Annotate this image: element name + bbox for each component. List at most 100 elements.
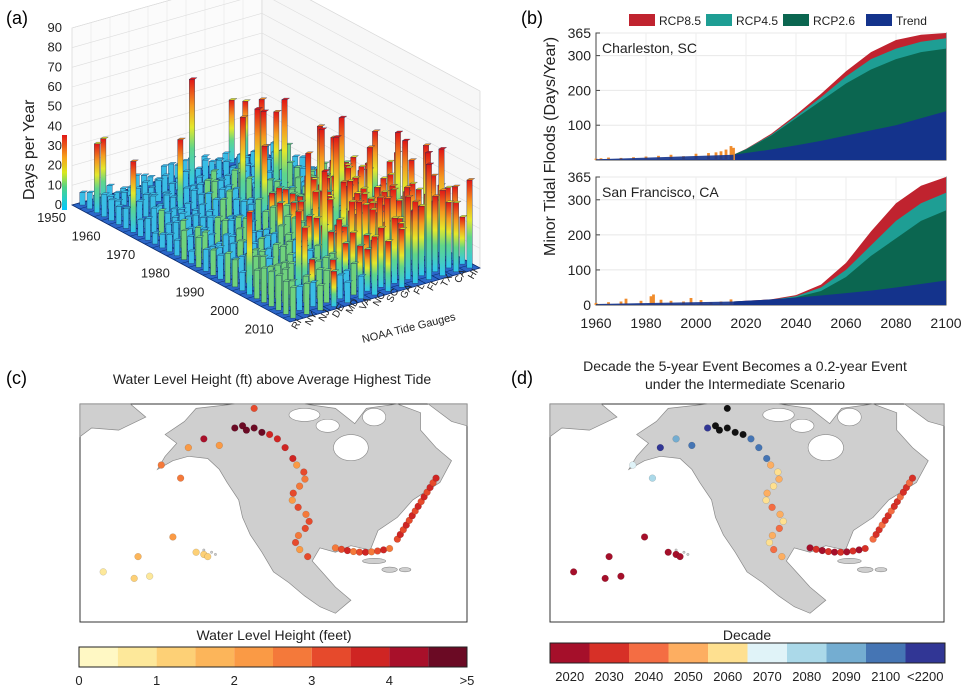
- colorbar-segment: [708, 643, 748, 663]
- panel-a-bar: [432, 196, 439, 272]
- panel-a-bar: [115, 206, 122, 225]
- panel-a-bar-top: [192, 213, 202, 216]
- panel-a-bar-top: [350, 155, 359, 158]
- panel-a-bar: [378, 227, 384, 288]
- panel-b-observed-bar: [607, 302, 610, 305]
- panel-a-bar-top: [100, 136, 109, 139]
- panel-a-bar-top: [293, 165, 303, 168]
- map-station-marker: [204, 552, 212, 561]
- colorbar-tick: 2050: [674, 669, 703, 684]
- panel-b-y-tick: 300: [568, 192, 592, 208]
- map-station-marker: [775, 475, 783, 483]
- panel-a-bar: [261, 267, 267, 303]
- panel-a-bar-top: [295, 209, 305, 212]
- panel-c-title: Water Level Height (ft) above Average Hi…: [113, 371, 431, 387]
- panel-a-bar: [152, 232, 158, 245]
- map-station-marker: [731, 428, 739, 436]
- panel-b-ylabel: Minor Tidal Floods (Days/Year): [542, 37, 559, 256]
- panel-a-bar-top: [422, 143, 432, 146]
- panel-a-bar: [79, 192, 86, 206]
- map-station-marker: [157, 461, 165, 469]
- panel-b-historical-trend: [596, 301, 734, 305]
- panel-a-bar-top: [409, 182, 419, 184]
- map-station-marker: [570, 568, 578, 576]
- panel-a-xlabel: NOAA Tide Gauges: [361, 311, 458, 346]
- panel-a-bar-top: [389, 184, 399, 187]
- map-station-marker: [767, 461, 775, 469]
- panel-a-bar-top: [322, 255, 332, 258]
- panel-a-bar-top: [425, 162, 435, 165]
- map-station-marker: [775, 524, 783, 533]
- panel-a-bar-top: [344, 166, 354, 168]
- map-station-marker: [688, 441, 696, 450]
- panel-a-bar-top: [346, 179, 356, 182]
- panel-a-bar-top: [215, 158, 225, 161]
- panel-d-map-frame: [549, 403, 945, 623]
- panel-a-bar-top: [212, 197, 222, 200]
- panel-a-bar: [130, 161, 137, 233]
- panel-a-bar-top: [242, 99, 251, 102]
- panel-a-bar-top: [188, 77, 198, 80]
- panel-a-gridline: [261, 13, 481, 131]
- panel-a-bar-top: [258, 249, 268, 252]
- panel-b-x-tick: 2080: [880, 315, 911, 331]
- panel-a-bar: [344, 281, 351, 303]
- panel-a-bar-top: [281, 267, 291, 270]
- colorbar-tick: 2: [231, 673, 238, 685]
- panel-a-bar: [143, 194, 149, 217]
- map-station-marker: [169, 533, 177, 541]
- panel-a-bar-top: [252, 254, 262, 257]
- panel-a-z-tick: 20: [48, 158, 62, 173]
- panel-a-bar-top: [401, 138, 411, 141]
- panel-a-bar-top: [258, 236, 267, 239]
- panel-a-bar-top: [93, 142, 103, 144]
- panel-a-bar: [296, 286, 303, 311]
- panel-a-bar-top: [158, 208, 167, 211]
- panel-a-bar-top: [376, 195, 386, 198]
- map-station-marker: [361, 548, 370, 556]
- panel-a-bar-top: [355, 200, 365, 203]
- panel-a-bar-top: [438, 147, 448, 150]
- panel-a-bar: [371, 236, 378, 296]
- map-station-marker: [765, 538, 774, 547]
- map-station-marker: [367, 548, 376, 556]
- panel-a-bar-top: [260, 266, 270, 269]
- panel-b-legend-swatch: [783, 14, 809, 26]
- map-station-marker: [288, 496, 296, 504]
- panel-a-bar-top: [182, 169, 192, 172]
- panel-a-bar-top: [222, 151, 231, 154]
- map-station-marker: [769, 482, 778, 490]
- map-hudson-bay: [333, 434, 369, 461]
- panel-b-observed-bar: [729, 146, 733, 160]
- panel-a-bar-top: [223, 159, 232, 162]
- panel-a-bar-top: [258, 97, 268, 100]
- panel-a-bar: [159, 233, 166, 249]
- panel-a-bar: [195, 237, 202, 268]
- panel-a-bar-top: [288, 279, 298, 282]
- panel-a-bar-top: [373, 185, 383, 188]
- panel-a-bar: [268, 271, 275, 307]
- map-station-marker: [134, 552, 142, 561]
- panel-b-legend-label: RCP4.5: [736, 14, 778, 28]
- map-station-marker: [640, 533, 649, 541]
- colorbar-tick: >5: [460, 673, 475, 685]
- panel-a-bar-top: [381, 190, 390, 193]
- panel-b-observed-bar: [639, 300, 643, 305]
- map-station-marker: [601, 574, 609, 583]
- panel-a-bar-top: [451, 184, 461, 187]
- colorbar-tick: 2060: [713, 669, 742, 684]
- map-water-body: [288, 408, 321, 422]
- panel-a-bar-top: [408, 158, 418, 161]
- panel-a-z-tick: 0: [55, 197, 62, 212]
- panel-a-bar-top: [228, 98, 238, 101]
- panel-a-bar-top: [149, 194, 159, 197]
- panel-a-bar: [275, 275, 282, 311]
- panel-a-bar-top: [371, 234, 381, 237]
- panel-a-bar-top: [236, 227, 245, 230]
- panel-a-bar-top: [330, 269, 340, 272]
- panel-a-bar: [412, 201, 419, 284]
- panel-a-z-tick: 50: [48, 99, 62, 114]
- colorbar-segment: [234, 647, 273, 667]
- panel-a-bar: [330, 271, 337, 307]
- map-island: [210, 550, 213, 554]
